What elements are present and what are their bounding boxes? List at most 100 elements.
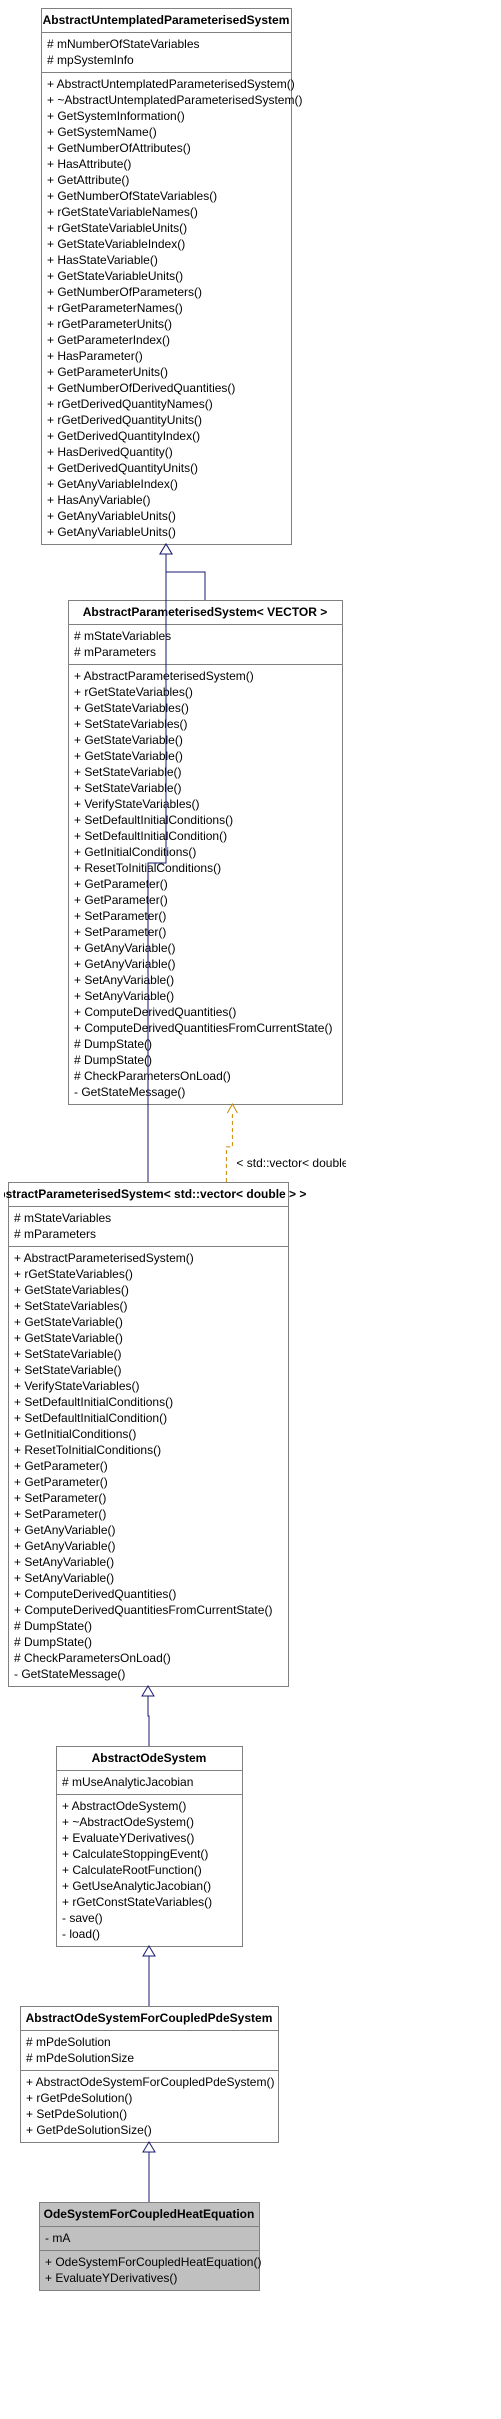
svg-text:+ rGetStateVariableNames(): + rGetStateVariableNames()	[47, 205, 198, 219]
svg-text:# DumpState(): # DumpState()	[74, 1037, 152, 1051]
svg-text:+ HasDerivedQuantity(): + HasDerivedQuantity()	[47, 445, 173, 459]
svg-text:+ GetInitialConditions(): + GetInitialConditions()	[74, 845, 196, 859]
svg-text:+ SetParameter(): + SetParameter()	[14, 1507, 106, 1521]
svg-text:+ GetAnyVariable(): + GetAnyVariable()	[74, 941, 176, 955]
svg-text:# mParameters: # mParameters	[74, 645, 156, 659]
svg-text:+ HasParameter(): + HasParameter()	[47, 349, 143, 363]
svg-text:+ SetDefaultInitialConditions(: + SetDefaultInitialConditions()	[74, 813, 233, 827]
svg-text:+ SetDefaultInitialConditions(: + SetDefaultInitialConditions()	[14, 1395, 173, 1409]
svg-text:+ GetStateVariableIndex(): + GetStateVariableIndex()	[47, 237, 185, 251]
svg-text:+ EvaluateYDerivatives(): + EvaluateYDerivatives()	[62, 1831, 194, 1845]
svg-text:# mStateVariables: # mStateVariables	[74, 629, 171, 643]
svg-text:OdeSystemForCoupledHeatEquatio: OdeSystemForCoupledHeatEquation	[44, 2207, 255, 2221]
svg-text:# DumpState(): # DumpState()	[14, 1619, 92, 1633]
svg-text:+ GetParameter(): + GetParameter()	[74, 877, 168, 891]
svg-text:+ ~AbstractUntemplatedParamete: + ~AbstractUntemplatedParameterisedSyste…	[47, 93, 302, 107]
svg-text:+ GetUseAnalyticJacobian(): + GetUseAnalyticJacobian()	[62, 1879, 211, 1893]
svg-text:+ GetSystemInformation(): + GetSystemInformation()	[47, 109, 185, 123]
svg-text:AbstractParameterisedSystem< V: AbstractParameterisedSystem< VECTOR >	[83, 605, 328, 619]
svg-text:+ CalculateRootFunction(): + CalculateRootFunction()	[62, 1863, 202, 1877]
svg-text:+ rGetStateVariables(): + rGetStateVariables()	[14, 1267, 133, 1281]
svg-text:+ GetDerivedQuantityIndex(): + GetDerivedQuantityIndex()	[47, 429, 200, 443]
svg-text:+ GetAnyVariable(): + GetAnyVariable()	[74, 957, 176, 971]
svg-text:+ GetAnyVariableUnits(): + GetAnyVariableUnits()	[47, 525, 176, 539]
svg-text:+ ~AbstractOdeSystem(): + ~AbstractOdeSystem()	[62, 1815, 194, 1829]
svg-text:# mPdeSolutionSize: # mPdeSolutionSize	[26, 2051, 134, 2065]
svg-text:+ rGetDerivedQuantityUnits(): + rGetDerivedQuantityUnits()	[47, 413, 202, 427]
svg-text:+ rGetConstStateVariables(): + rGetConstStateVariables()	[62, 1895, 212, 1909]
svg-text:AbstractOdeSystem: AbstractOdeSystem	[92, 1751, 207, 1765]
svg-text:+ GetStateVariable(): + GetStateVariable()	[74, 749, 183, 763]
inherit-head-C-A	[160, 544, 172, 554]
svg-text:+ GetSystemName(): + GetSystemName()	[47, 125, 157, 139]
svg-text:# mpSystemInfo: # mpSystemInfo	[47, 53, 134, 67]
uml-class-A: AbstractUntemplatedParameterisedSystem # …	[42, 9, 303, 545]
uml-class-D: AbstractOdeSystem # mUseAnalyticJacobian +…	[57, 1747, 243, 1947]
svg-text:+ GetParameter(): + GetParameter()	[14, 1459, 108, 1473]
inherit-head-F-E	[143, 2142, 155, 2152]
inherit-D-C	[148, 1696, 149, 1746]
svg-text:+ SetStateVariable(): + SetStateVariable()	[74, 765, 182, 779]
svg-text:+ SetStateVariable(): + SetStateVariable()	[14, 1363, 122, 1377]
svg-text:+ GetNumberOfStateVariables(): + GetNumberOfStateVariables()	[47, 189, 217, 203]
svg-text:AbstractParameterisedSystem< s: AbstractParameterisedSystem< std::vector…	[4, 1187, 306, 1201]
svg-text:+ HasAttribute(): + HasAttribute()	[47, 157, 131, 171]
svg-text:+ SetParameter(): + SetParameter()	[74, 909, 166, 923]
svg-text:+ ComputeDerivedQuantitiesFrom: + ComputeDerivedQuantitiesFromCurrentSta…	[74, 1021, 332, 1035]
svg-text:+ SetAnyVariable(): + SetAnyVariable()	[74, 973, 174, 987]
svg-text:+ GetStateVariable(): + GetStateVariable()	[74, 733, 183, 747]
svg-text:# mParameters: # mParameters	[14, 1227, 96, 1241]
svg-text:+ GetNumberOfDerivedQuantities: + GetNumberOfDerivedQuantities()	[47, 381, 235, 395]
uml-class-F: OdeSystemForCoupledHeatEquation- mA+ Ode…	[40, 2203, 262, 2291]
svg-text:+ EvaluateYDerivatives(): + EvaluateYDerivatives()	[45, 2271, 177, 2285]
svg-text:# mNumberOfStateVariables: # mNumberOfStateVariables	[47, 37, 200, 51]
svg-text:# DumpState(): # DumpState()	[14, 1635, 92, 1649]
svg-text:- load(): - load()	[62, 1927, 100, 1941]
svg-text:+ GetPdeSolutionSize(): + GetPdeSolutionSize()	[26, 2123, 152, 2137]
uml-inheritance-diagram: AbstractUntemplatedParameterisedSystem # …	[4, 4, 346, 2294]
svg-text:+ rGetStateVariables(): + rGetStateVariables()	[74, 685, 193, 699]
svg-text:+ SetStateVariable(): + SetStateVariable()	[74, 781, 182, 795]
svg-text:+ GetParameter(): + GetParameter()	[14, 1475, 108, 1489]
svg-text:+ GetStateVariables(): + GetStateVariables()	[14, 1283, 129, 1297]
svg-text:+ SetDefaultInitialCondition(): + SetDefaultInitialCondition()	[74, 829, 227, 843]
svg-text:+ GetDerivedQuantityUnits(): + GetDerivedQuantityUnits()	[47, 461, 198, 475]
uml-class-B: AbstractParameterisedSystem< VECTOR > # m…	[69, 601, 343, 1105]
svg-text:+ GetParameterIndex(): + GetParameterIndex()	[47, 333, 170, 347]
svg-text:+ GetStateVariable(): + GetStateVariable()	[14, 1315, 123, 1329]
svg-text:+ rGetStateVariableUnits(): + rGetStateVariableUnits()	[47, 221, 187, 235]
svg-text:+ GetInitialConditions(): + GetInitialConditions()	[14, 1427, 136, 1441]
svg-text:+ GetParameterUnits(): + GetParameterUnits()	[47, 365, 168, 379]
svg-text:- save(): - save()	[62, 1911, 103, 1925]
svg-text:+ SetAnyVariable(): + SetAnyVariable()	[14, 1571, 114, 1585]
svg-text:+ VerifyStateVariables(): + VerifyStateVariables()	[14, 1379, 140, 1393]
svg-text:# CheckParametersOnLoad(): # CheckParametersOnLoad()	[14, 1651, 171, 1665]
svg-text:# CheckParametersOnLoad(): # CheckParametersOnLoad()	[74, 1069, 231, 1083]
template-bind-arrow	[226, 1114, 232, 1182]
svg-text:+ VerifyStateVariables(): + VerifyStateVariables()	[74, 797, 200, 811]
template-bind-label: < std::vector< double > >	[236, 1156, 346, 1170]
svg-text:+ rGetParameterNames(): + rGetParameterNames()	[47, 301, 183, 315]
svg-text:- mA: - mA	[45, 2231, 70, 2245]
svg-text:+ AbstractOdeSystemForCoupledP: + AbstractOdeSystemForCoupledPdeSystem()	[26, 2075, 274, 2089]
svg-text:AbstractUntemplatedParameteris: AbstractUntemplatedParameterisedSystem	[43, 13, 290, 27]
svg-text:+ SetStateVariables(): + SetStateVariables()	[74, 717, 188, 731]
svg-text:+ GetParameter(): + GetParameter()	[74, 893, 168, 907]
svg-text:+ GetNumberOfAttributes(): + GetNumberOfAttributes()	[47, 141, 191, 155]
svg-text:# mPdeSolution: # mPdeSolution	[26, 2035, 111, 2049]
svg-text:+ ComputeDerivedQuantities(): + ComputeDerivedQuantities()	[74, 1005, 236, 1019]
svg-text:+ GetAnyVariable(): + GetAnyVariable()	[14, 1539, 116, 1553]
svg-text:+ rGetParameterUnits(): + rGetParameterUnits()	[47, 317, 172, 331]
svg-text:+ rGetDerivedQuantityNames(): + rGetDerivedQuantityNames()	[47, 397, 213, 411]
svg-text:+ GetStateVariableUnits(): + GetStateVariableUnits()	[47, 269, 183, 283]
svg-text:+ GetAttribute(): + GetAttribute()	[47, 173, 129, 187]
template-bind-arrowhead	[227, 1104, 237, 1113]
inherit-head-E-D	[143, 1946, 155, 1956]
svg-text:+ AbstractParameterisedSystem(: + AbstractParameterisedSystem()	[74, 669, 254, 683]
svg-text:+ SetParameter(): + SetParameter()	[14, 1491, 106, 1505]
svg-text:+ CalculateStoppingEvent(): + CalculateStoppingEvent()	[62, 1847, 208, 1861]
svg-text:+ GetStateVariable(): + GetStateVariable()	[14, 1331, 123, 1345]
svg-text:# mUseAnalyticJacobian: # mUseAnalyticJacobian	[62, 1775, 193, 1789]
svg-text:+ ComputeDerivedQuantitiesFrom: + ComputeDerivedQuantitiesFromCurrentSta…	[14, 1603, 272, 1617]
svg-text:+ HasStateVariable(): + HasStateVariable()	[47, 253, 158, 267]
